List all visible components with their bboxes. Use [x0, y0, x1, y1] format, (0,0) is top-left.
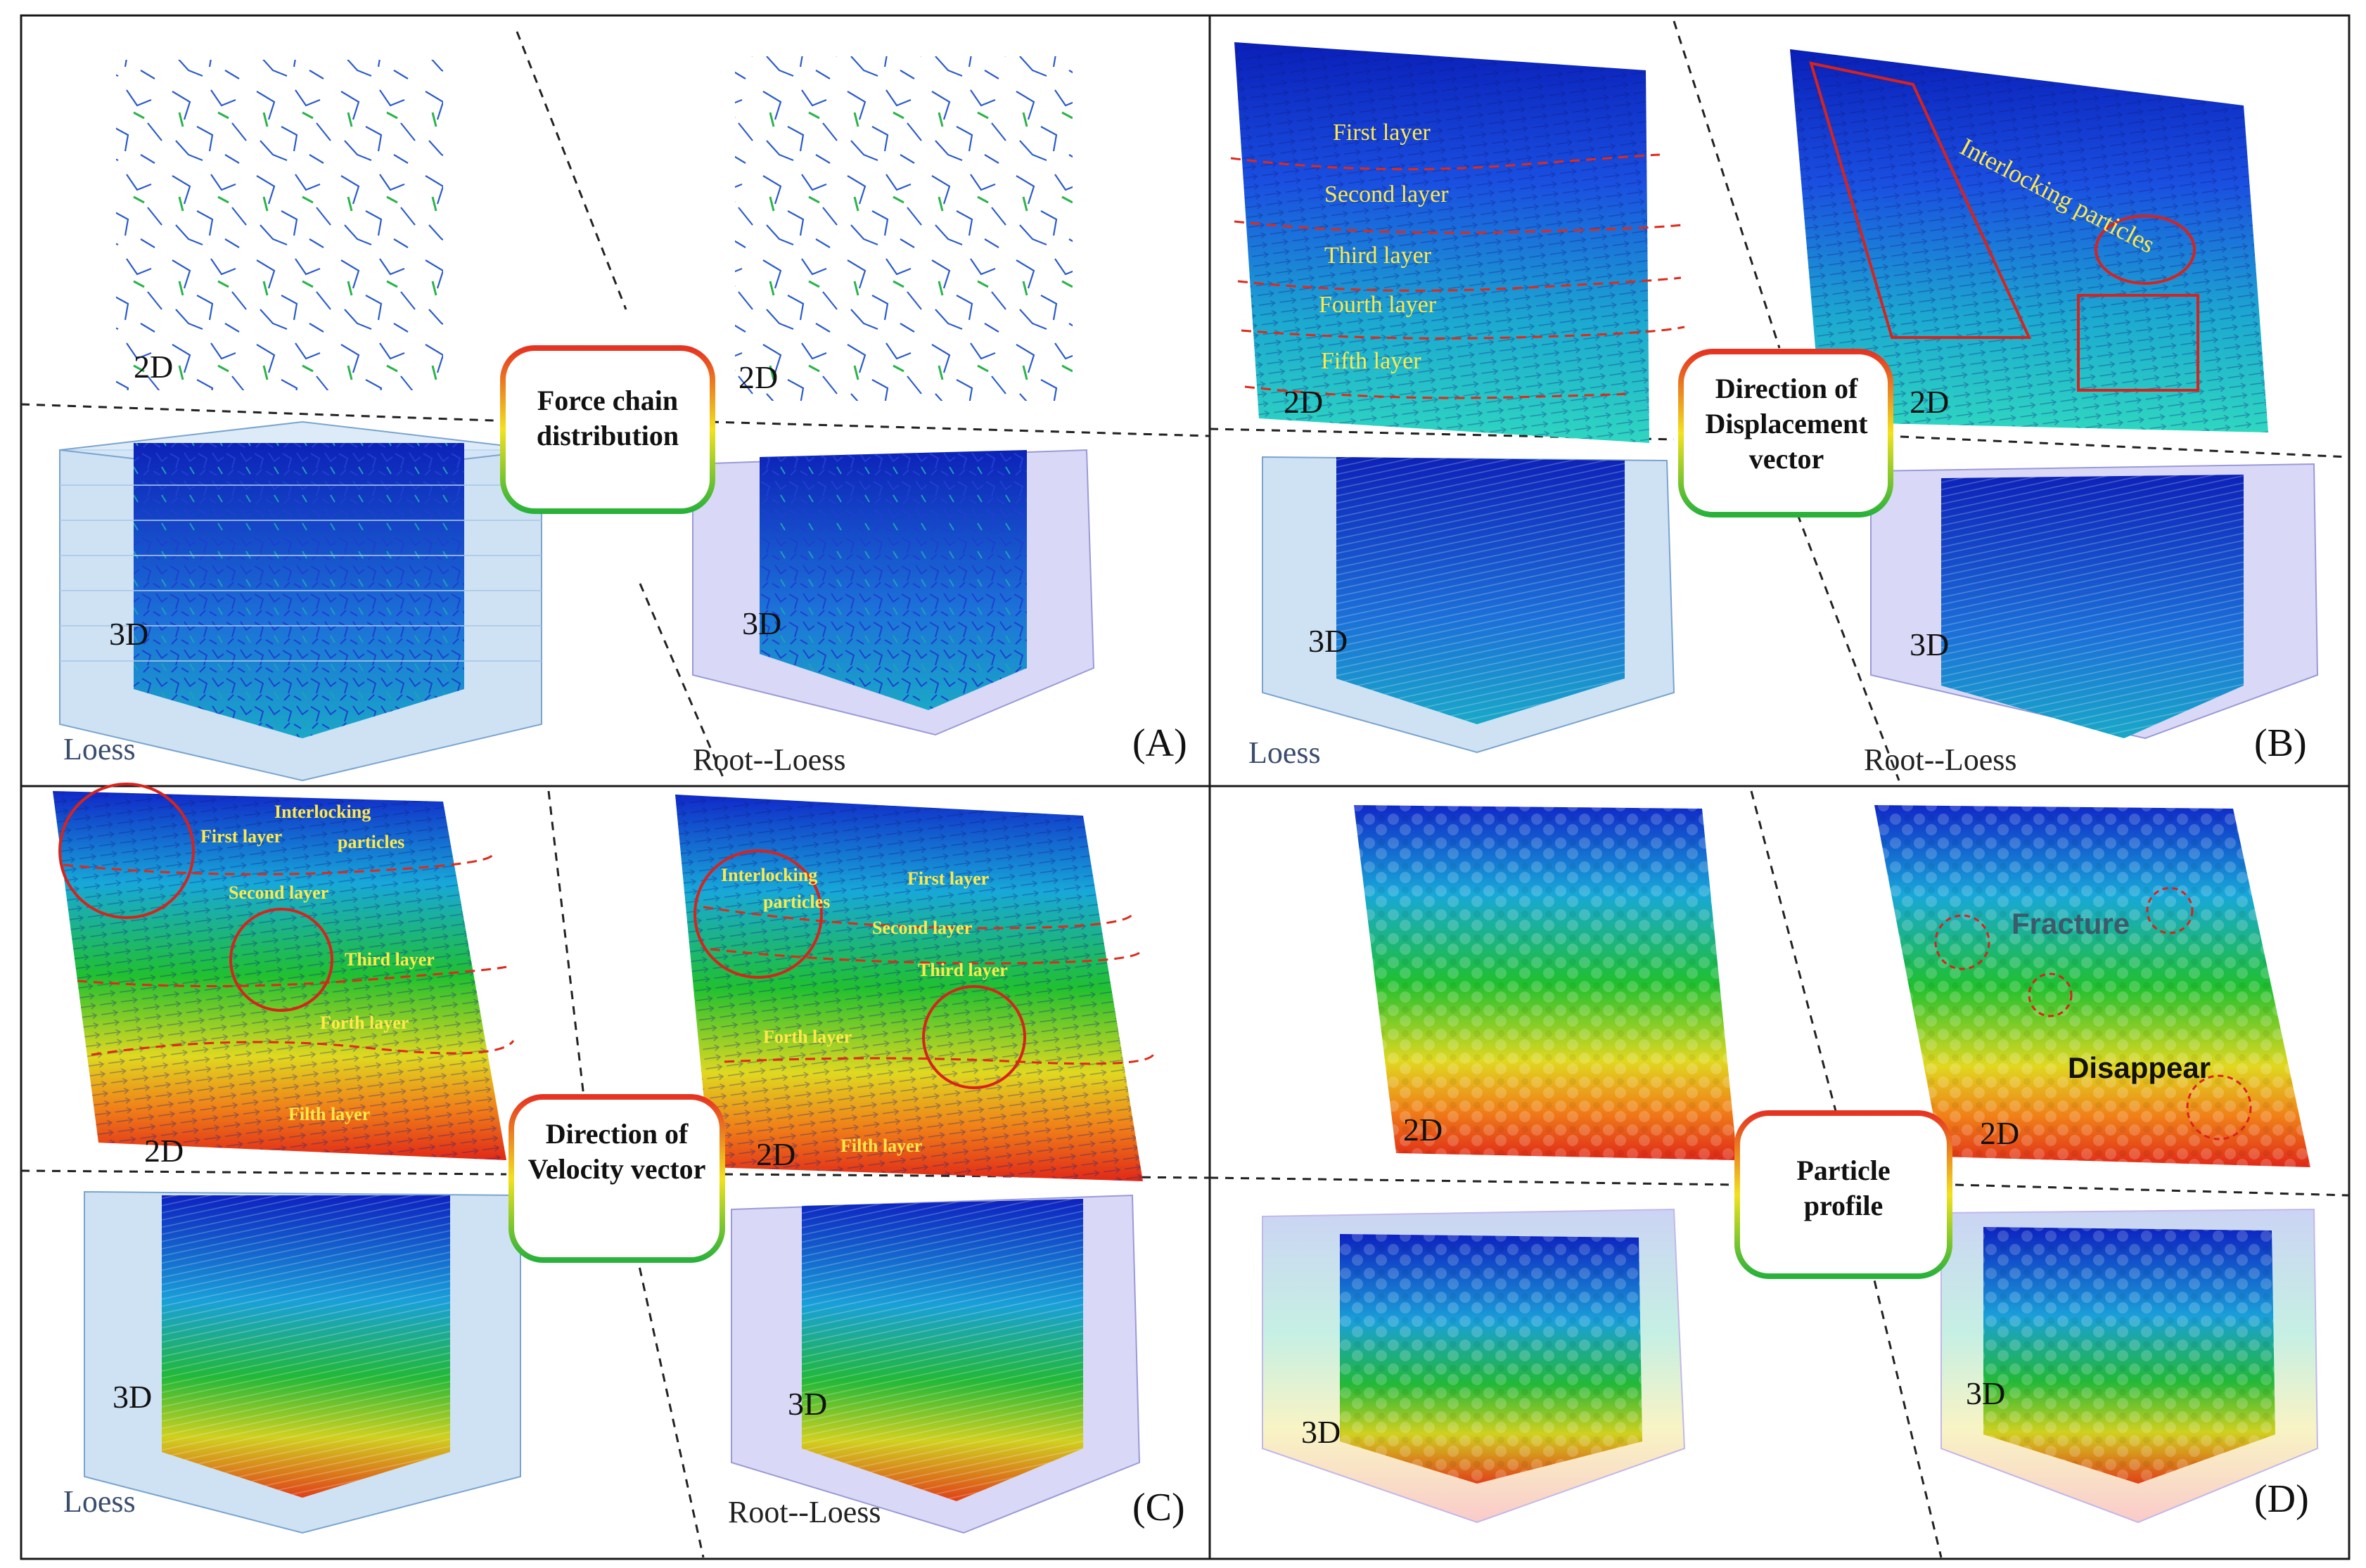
velocity-3d-loess — [84, 1190, 521, 1534]
badge-velocity-label: Direction of Velocity vector — [527, 1118, 706, 1185]
c-right-layer-5: Filth layer — [840, 1136, 923, 1156]
c-right-particles: particles — [763, 892, 831, 912]
label-3d-d-right: 3D — [1966, 1375, 2006, 1411]
label-root-loess-a: Root--Loess — [693, 743, 846, 777]
label-3d-a-right: 3D — [742, 605, 782, 641]
label-2d-a-right: 2D — [738, 359, 779, 395]
c-left-layer-3: Third layer — [345, 949, 435, 970]
c-left-layer-2: Second layer — [229, 882, 329, 903]
c-right-interlocking: Interlocking — [721, 865, 818, 885]
d-fracture: Fracture — [2012, 907, 2130, 940]
c-left-interlocking: Interlocking — [274, 802, 371, 822]
b-layer-1: First layer — [1333, 120, 1431, 146]
velocity-3d-root-loess — [731, 1194, 1141, 1534]
badge-force-chain — [500, 345, 715, 514]
panel-label-d: (D) — [2254, 1477, 2309, 1521]
label-root-loess-b: Root--Loess — [1864, 743, 2017, 777]
force-chain-3d-root-loess — [692, 449, 1095, 736]
c-right-layer-4: Forth layer — [763, 1027, 852, 1047]
label-2d-c-right: 2D — [756, 1136, 796, 1172]
b-layer-2: Second layer — [1324, 181, 1449, 207]
label-loess-b: Loess — [1248, 735, 1321, 770]
c-right-layer-2: Second layer — [872, 918, 973, 938]
label-2d-b-right: 2D — [1910, 384, 1950, 420]
label-3d-b-right: 3D — [1910, 626, 1950, 662]
label-3d-c-left: 3D — [113, 1379, 153, 1415]
d-disappear: Disappear — [2068, 1051, 2211, 1084]
particle-3d-root-loess — [1940, 1208, 2319, 1524]
displacement-3d-loess — [1262, 456, 1675, 754]
badge-particle-label: Particle profile — [1796, 1155, 1891, 1221]
c-left-layer-4: Forth layer — [320, 1013, 409, 1033]
panel-label-a: (A) — [1132, 721, 1187, 765]
displacement-3d-root-loess — [1870, 463, 2319, 740]
b-layer-4: Fourth layer — [1319, 292, 1437, 318]
label-3d-d-left: 3D — [1301, 1414, 1341, 1450]
label-3d-a-left: 3D — [109, 616, 149, 652]
label-2d-c-left: 2D — [144, 1133, 184, 1169]
force-chain-2d-root-loess-chains — [735, 56, 1073, 401]
badge-displacement-label: Direction of Displacement vector — [1705, 373, 1868, 475]
label-2d-d-left: 2D — [1403, 1112, 1443, 1148]
panel-label-c: (C) — [1132, 1486, 1185, 1529]
particle-2d-loess — [1354, 805, 1737, 1160]
label-2d-d-right: 2D — [1980, 1115, 2020, 1151]
c-right-layer-3: Third layer — [918, 960, 1008, 980]
label-3d-c-right: 3D — [788, 1386, 828, 1422]
c-left-particles: particles — [338, 832, 405, 852]
velocity-2d-loess — [53, 783, 515, 1160]
dashed-guides — [20, 20, 2350, 1558]
c-right-layer-1: First layer — [907, 868, 990, 889]
label-loess-c: Loess — [63, 1484, 136, 1519]
label-loess-a: Loess — [63, 732, 136, 766]
badge-displacement — [1678, 349, 1893, 518]
badge-particle — [1734, 1110, 1952, 1279]
badge-velocity — [509, 1094, 725, 1263]
particle-2d-root-loess — [1874, 805, 2310, 1167]
force-chain-3d-loess — [59, 420, 542, 782]
particle-3d-loess — [1262, 1208, 1686, 1524]
badge-force-chain-label: Force chain distribution — [536, 385, 679, 451]
label-root-loess-c: Root--Loess — [728, 1495, 881, 1529]
force-chain-2d-loess-chains — [116, 60, 443, 390]
velocity-2d-root-loess — [675, 795, 1155, 1181]
label-3d-b-left: 3D — [1308, 623, 1348, 659]
displacement-2d-root-loess — [1790, 49, 2268, 432]
panel-label-b: (B) — [2254, 721, 2307, 765]
c-left-layer-5: Filth layer — [288, 1104, 371, 1124]
displacement-2d-loess — [1230, 42, 1685, 443]
b-layer-5: Fifth layer — [1321, 348, 1421, 374]
label-2d-a-left: 2D — [134, 349, 174, 385]
b-layer-3: Third layer — [1324, 243, 1431, 269]
label-2d-b-left: 2D — [1284, 384, 1324, 420]
c-left-layer-1: First layer — [200, 826, 283, 847]
